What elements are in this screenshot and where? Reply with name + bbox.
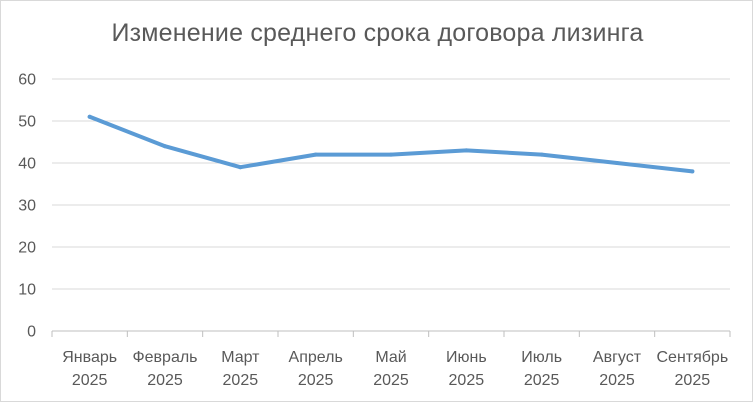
x-tick-label: Август (593, 349, 642, 366)
data-point (238, 165, 243, 170)
data-point (539, 152, 544, 157)
x-tick-label: Апрель (289, 349, 343, 366)
x-tick-label: 2025 (449, 372, 485, 389)
data-point (690, 169, 695, 174)
x-axis (51, 330, 731, 337)
data-point (163, 144, 167, 149)
x-tick-label: 2025 (599, 372, 635, 389)
x-tick-label: Февраль (132, 349, 197, 366)
data-point (313, 152, 318, 157)
y-tick-label: 30 (18, 198, 36, 215)
x-tick-label: Март (221, 349, 260, 366)
x-tick-label: Январь (62, 349, 117, 366)
y-tick-label: 20 (18, 240, 36, 257)
gridlines (52, 78, 730, 290)
x-tick-label: Июль (521, 349, 562, 366)
y-tick-label: 50 (18, 114, 36, 131)
data-point (389, 152, 393, 157)
y-tick-label: 60 (18, 72, 36, 89)
y-tick-label: 0 (27, 324, 36, 341)
x-tick-label: 2025 (298, 372, 334, 389)
series-layer (87, 114, 695, 174)
x-tick-label: 2025 (675, 372, 711, 389)
data-point (87, 114, 92, 119)
y-axis-tick-labels: 0 10 20 30 40 50 60 (18, 72, 36, 341)
x-axis-tick-labels: Январь 2025 Февраль 2025 Март 2025 Апрель 2025 М… (62, 349, 728, 389)
x-tick-label: 2025 (524, 372, 560, 389)
x-tick-label: Май (375, 349, 406, 366)
x-tick-label: 2025 (147, 372, 183, 389)
x-tick-label: Сентябрь (656, 349, 728, 366)
y-tick-label: 40 (18, 156, 36, 173)
x-tick-label: 2025 (373, 372, 409, 389)
y-tick-label: 10 (18, 282, 36, 299)
x-tick-label: 2025 (223, 372, 259, 389)
x-tick-label: 2025 (72, 372, 108, 389)
chart-title: Изменение среднего срока договора лизинг… (111, 19, 644, 47)
x-tick-label: Июнь (446, 349, 487, 366)
data-point (615, 161, 619, 165)
data-point (464, 148, 469, 153)
